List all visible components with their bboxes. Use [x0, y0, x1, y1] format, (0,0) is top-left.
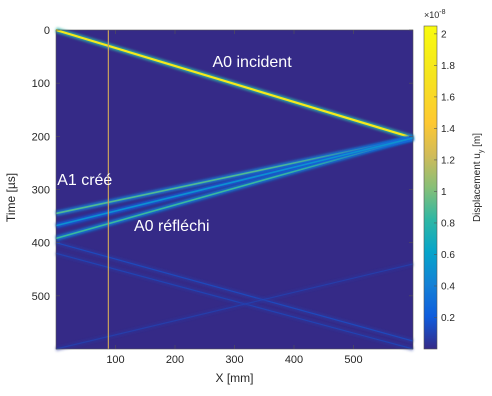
colorbar-label-main: Displacement u [472, 153, 483, 222]
x-tick-label: 300 [225, 354, 243, 366]
colorbar-gradient [423, 25, 438, 350]
y-axis-label: Time [µs] [4, 173, 18, 222]
x-tick-label: 100 [106, 354, 124, 366]
colorbar-tick-label: 0.4 [441, 281, 455, 292]
colorbar-tick-label: 0.6 [441, 250, 455, 261]
colorbar-exponent-value: -8 [439, 9, 445, 16]
x-axis-ticks: 100 200 300 400 500 [106, 30, 363, 366]
colorbar-tick-label: 1 [441, 187, 447, 198]
y-tick-label: 500 [32, 291, 50, 303]
wave-paths [55, 27, 414, 351]
wave-path [55, 242, 414, 342]
wave-path [55, 137, 414, 227]
colorbar-tick-label: 0.2 [441, 313, 455, 324]
colorbar-exponent-prefix: ×10 [424, 10, 439, 20]
colorbar-tick-label: 0.8 [441, 218, 455, 229]
annotations: A0 incident A1 créé A0 réfléchi [57, 54, 292, 235]
annotation-a0-incident: A0 incident [212, 54, 292, 71]
wave-path [55, 263, 414, 350]
colorbar-tick-label: 1.6 [441, 92, 455, 103]
annotation-a1-cree: A1 créé [57, 172, 112, 189]
colorbar: 0.2 0.4 0.6 0.8 1 1.2 1.4 1.6 1.8 2 ×10-8 Displac… [423, 9, 485, 350]
colorbar-tick-label: 2 [441, 29, 447, 40]
x-tick-label: 400 [285, 354, 303, 366]
colorbar-tick-label: 1.8 [441, 61, 455, 72]
colorbar-exponent: ×10-8 [424, 9, 446, 20]
colorbar-label-unit: [m] [472, 133, 483, 150]
colorbar-tick-label: 1.2 [441, 155, 455, 166]
wave-path [55, 28, 414, 139]
x-axis-label: X [mm] [216, 371, 254, 385]
annotation-a0-reflechi: A0 réfléchi [134, 218, 210, 235]
x-tick-label: 200 [166, 354, 184, 366]
wave-path [55, 252, 414, 350]
plot-area [55, 27, 414, 351]
colorbar-label-subscript: y [478, 149, 485, 153]
colorbar-label: Displacement uy [m] [472, 133, 485, 222]
y-tick-label: 0 [44, 25, 50, 37]
y-tick-label: 200 [32, 131, 50, 143]
colorbar-ticks: 0.2 0.4 0.6 0.8 1 1.2 1.4 1.6 1.8 2 [434, 29, 455, 324]
y-tick-label: 300 [32, 185, 50, 197]
colorbar-tick-label: 1.4 [441, 124, 455, 135]
x-tick-label: 500 [344, 354, 362, 366]
y-tick-label: 400 [32, 238, 50, 250]
y-axis-ticks: 0 100 200 300 400 500 [32, 25, 413, 303]
y-tick-label: 100 [32, 78, 50, 90]
